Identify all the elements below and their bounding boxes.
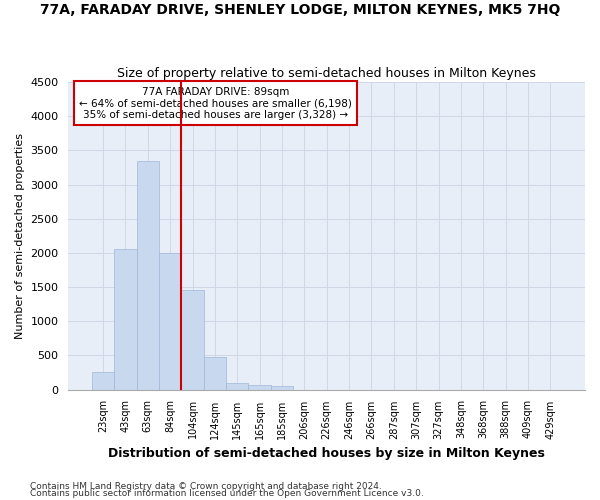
Bar (226, 382, 248, 390)
Text: Contains HM Land Registry data © Crown copyright and database right 2024.: Contains HM Land Registry data © Crown c… (30, 482, 382, 491)
Text: 77A FARADAY DRIVE: 89sqm
← 64% of semi-detached houses are smaller (6,198)
35% o: 77A FARADAY DRIVE: 89sqm ← 64% of semi-d… (79, 86, 352, 120)
Title: Size of property relative to semi-detached houses in Milton Keynes: Size of property relative to semi-detach… (117, 66, 536, 80)
Bar (114, 250, 137, 390)
Bar (181, 290, 204, 390)
Text: Contains public sector information licensed under the Open Government Licence v3: Contains public sector information licen… (30, 489, 424, 498)
Bar (248, 386, 271, 390)
Bar (271, 386, 293, 390)
Bar (92, 372, 114, 390)
Bar (159, 253, 181, 390)
Y-axis label: Number of semi-detached properties: Number of semi-detached properties (15, 133, 25, 339)
Bar (204, 357, 226, 390)
Text: 77A, FARADAY DRIVE, SHENLEY LODGE, MILTON KEYNES, MK5 7HQ: 77A, FARADAY DRIVE, SHENLEY LODGE, MILTO… (40, 2, 560, 16)
Bar (137, 160, 159, 390)
X-axis label: Distribution of semi-detached houses by size in Milton Keynes: Distribution of semi-detached houses by … (108, 447, 545, 460)
